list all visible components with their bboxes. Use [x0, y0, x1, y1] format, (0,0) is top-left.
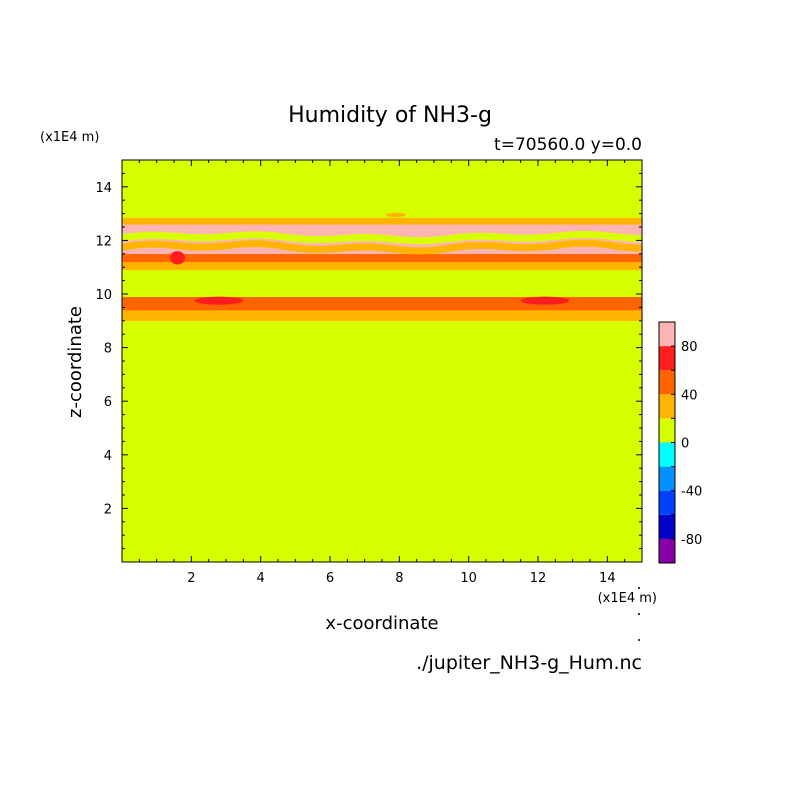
colorbar-tick-label: -40	[681, 485, 702, 500]
chart-title: Humidity of NH3-g	[288, 103, 492, 128]
y-unit-label: (x1E4 m)	[40, 130, 99, 145]
x-tick-label: 8	[395, 571, 403, 586]
colorbar-segment	[659, 466, 675, 491]
colorbar-segment	[659, 322, 675, 347]
x-tick-label: 6	[326, 571, 334, 586]
colorbar-segment	[659, 490, 675, 515]
colorbar-segment	[659, 418, 675, 443]
colorbar-tick-label: -80	[681, 533, 702, 548]
x-tick-label: 10	[460, 571, 477, 586]
x-axis-label: x-coordinate	[325, 613, 438, 634]
contour-band	[122, 309, 642, 322]
plot-frame	[121, 159, 643, 563]
x-tick-label: 4	[257, 571, 265, 586]
y-tick-label: 12	[95, 234, 112, 249]
chart-subtitle: t=70560.0 y=0.0	[494, 135, 642, 155]
contour-inner-band	[122, 230, 642, 245]
colorbar: -80 -40 0 40 80	[658, 321, 702, 564]
colorbar-tick-label: 40	[681, 388, 698, 403]
y-tick-label: 14	[95, 181, 112, 196]
x-unit-label: (x1E4 m)	[598, 591, 657, 606]
y-tick-label: 2	[104, 502, 112, 517]
x-tick-label: 2	[187, 571, 195, 586]
file-label: ./jupiter_NH3-g_Hum.nc	[416, 652, 642, 674]
contour-blob	[399, 298, 455, 306]
colorbar-segment	[659, 370, 675, 395]
contour-band	[122, 253, 642, 263]
contour-band	[122, 261, 642, 271]
x-tick-label: 12	[530, 571, 547, 586]
contour-blob	[385, 212, 407, 218]
y-axis-label: z-coordinate	[65, 306, 86, 418]
contour-blob	[194, 296, 244, 305]
contour-band	[122, 217, 642, 225]
y-tick-label: 4	[104, 449, 112, 464]
y-tick-label: 10	[95, 288, 112, 303]
colorbar-segment	[659, 514, 675, 539]
colorbar-segment	[659, 346, 675, 371]
colorbar-tick-label: 80	[681, 340, 698, 355]
plot-area	[122, 160, 642, 562]
colorbar-segment	[659, 442, 675, 467]
y-tick-label: 8	[104, 342, 112, 357]
contour-band	[122, 320, 642, 562]
colorbar-tick-label: 0	[681, 437, 689, 452]
contour-band	[122, 160, 642, 218]
colorbar-segment	[659, 394, 675, 419]
y-tick-label: 6	[104, 395, 112, 410]
contour-band	[122, 269, 642, 297]
contour-blob	[169, 251, 186, 265]
colorbar-segment	[659, 538, 675, 563]
stray-marks	[638, 587, 640, 641]
x-tick-label: 14	[599, 571, 616, 586]
contour-blob	[520, 296, 570, 305]
contour-inner-band	[122, 239, 642, 255]
